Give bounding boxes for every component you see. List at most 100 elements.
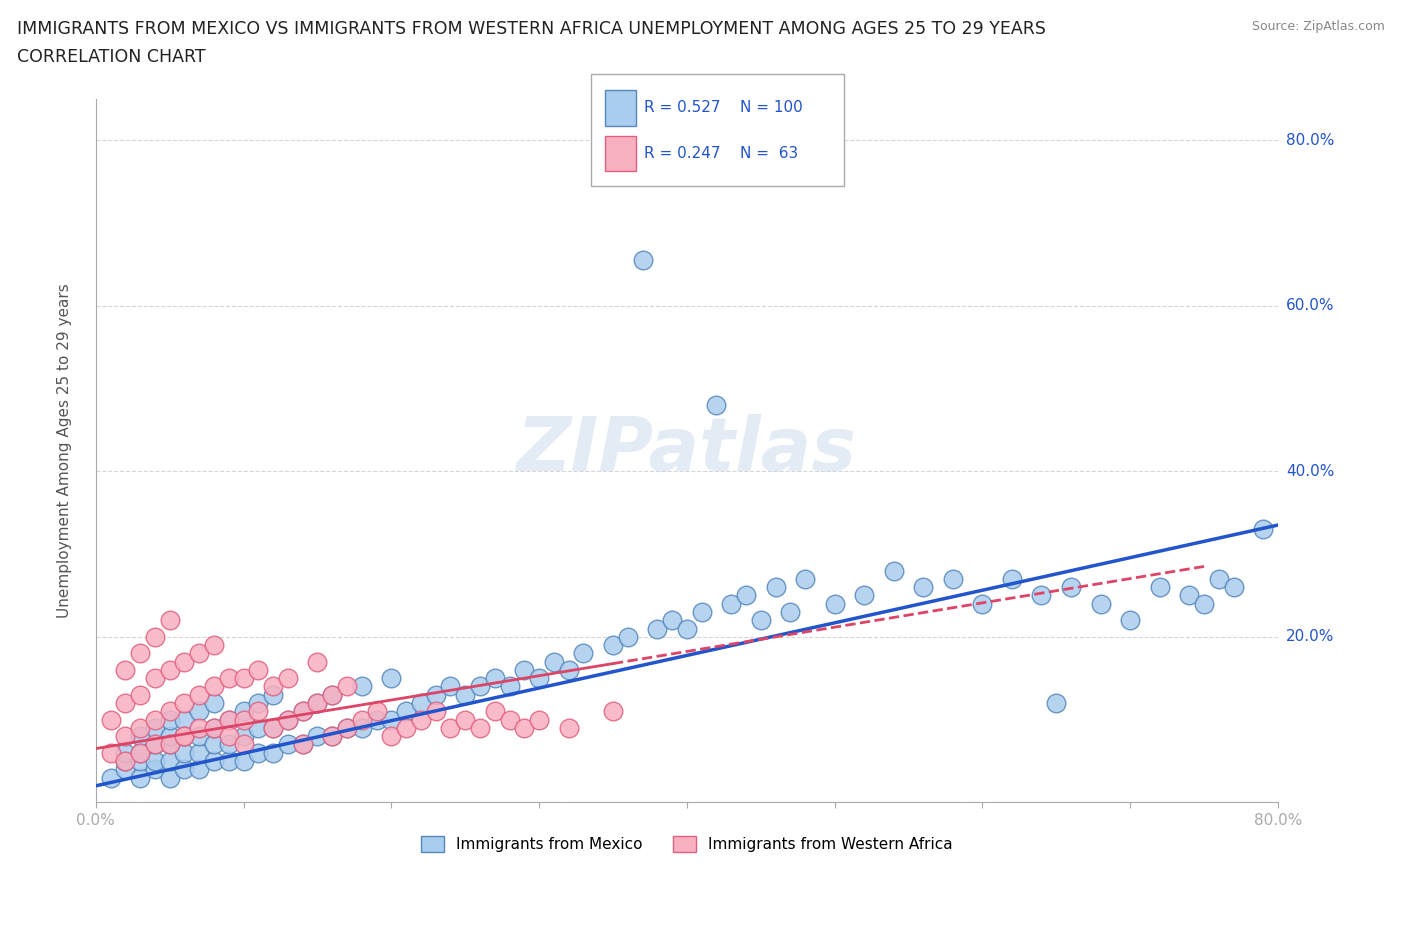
- Point: [218, 753, 240, 768]
- Point: [307, 696, 329, 711]
- Point: [409, 712, 432, 727]
- Point: [513, 721, 536, 736]
- Point: [661, 613, 683, 628]
- Point: [159, 704, 181, 719]
- Point: [143, 737, 166, 751]
- Point: [779, 604, 801, 619]
- Point: [942, 571, 965, 586]
- Point: [277, 712, 299, 727]
- Point: [262, 679, 284, 694]
- Point: [159, 662, 181, 677]
- Point: [557, 662, 579, 677]
- Point: [202, 737, 225, 751]
- Point: [1149, 579, 1171, 594]
- Point: [232, 712, 254, 727]
- Point: [425, 687, 447, 702]
- Point: [749, 613, 772, 628]
- Point: [173, 729, 195, 744]
- Point: [336, 721, 359, 736]
- Text: R = 0.247    N =  63: R = 0.247 N = 63: [644, 146, 799, 161]
- Point: [129, 745, 152, 760]
- Point: [262, 721, 284, 736]
- Point: [247, 696, 270, 711]
- Point: [366, 712, 388, 727]
- Point: [277, 737, 299, 751]
- Point: [188, 729, 211, 744]
- Point: [395, 704, 418, 719]
- Point: [159, 613, 181, 628]
- Point: [454, 687, 477, 702]
- Point: [143, 671, 166, 685]
- Point: [188, 646, 211, 661]
- Point: [543, 654, 565, 669]
- Point: [188, 721, 211, 736]
- Point: [1031, 588, 1053, 603]
- Point: [1208, 571, 1230, 586]
- Text: 20.0%: 20.0%: [1286, 630, 1334, 644]
- Point: [129, 721, 152, 736]
- Point: [159, 770, 181, 785]
- Point: [129, 745, 152, 760]
- Point: [202, 679, 225, 694]
- Text: ZIPatlas: ZIPatlas: [517, 414, 856, 487]
- Point: [143, 721, 166, 736]
- Point: [602, 704, 624, 719]
- Point: [395, 721, 418, 736]
- Point: [143, 630, 166, 644]
- Point: [1251, 522, 1274, 537]
- Point: [735, 588, 758, 603]
- Point: [188, 704, 211, 719]
- Point: [1001, 571, 1024, 586]
- Point: [202, 753, 225, 768]
- Point: [114, 753, 136, 768]
- Point: [100, 770, 122, 785]
- Point: [350, 679, 373, 694]
- Point: [321, 729, 343, 744]
- Point: [824, 596, 846, 611]
- Point: [527, 671, 550, 685]
- Point: [883, 564, 905, 578]
- Point: [1090, 596, 1112, 611]
- Point: [291, 737, 314, 751]
- Point: [232, 753, 254, 768]
- Point: [321, 729, 343, 744]
- Point: [1060, 579, 1083, 594]
- Point: [100, 745, 122, 760]
- Point: [247, 721, 270, 736]
- Point: [498, 679, 520, 694]
- Point: [143, 737, 166, 751]
- Point: [972, 596, 994, 611]
- Point: [114, 696, 136, 711]
- Point: [468, 721, 491, 736]
- Point: [321, 687, 343, 702]
- Point: [129, 646, 152, 661]
- Point: [277, 671, 299, 685]
- Point: [247, 745, 270, 760]
- Point: [1192, 596, 1215, 611]
- Point: [159, 712, 181, 727]
- Point: [114, 762, 136, 777]
- Point: [1222, 579, 1244, 594]
- Point: [350, 721, 373, 736]
- Text: Source: ZipAtlas.com: Source: ZipAtlas.com: [1251, 20, 1385, 33]
- Point: [425, 704, 447, 719]
- Point: [129, 729, 152, 744]
- Point: [218, 737, 240, 751]
- Text: IMMIGRANTS FROM MEXICO VS IMMIGRANTS FROM WESTERN AFRICA UNEMPLOYMENT AMONG AGES: IMMIGRANTS FROM MEXICO VS IMMIGRANTS FRO…: [17, 20, 1046, 38]
- Point: [173, 654, 195, 669]
- Point: [202, 696, 225, 711]
- Point: [173, 762, 195, 777]
- Point: [602, 638, 624, 653]
- Point: [647, 621, 669, 636]
- Legend: Immigrants from Mexico, Immigrants from Western Africa: Immigrants from Mexico, Immigrants from …: [415, 830, 959, 858]
- Point: [262, 721, 284, 736]
- Point: [173, 729, 195, 744]
- Point: [307, 696, 329, 711]
- Point: [616, 630, 638, 644]
- Point: [114, 729, 136, 744]
- Point: [336, 679, 359, 694]
- Point: [307, 729, 329, 744]
- Point: [218, 671, 240, 685]
- Point: [232, 729, 254, 744]
- Point: [912, 579, 935, 594]
